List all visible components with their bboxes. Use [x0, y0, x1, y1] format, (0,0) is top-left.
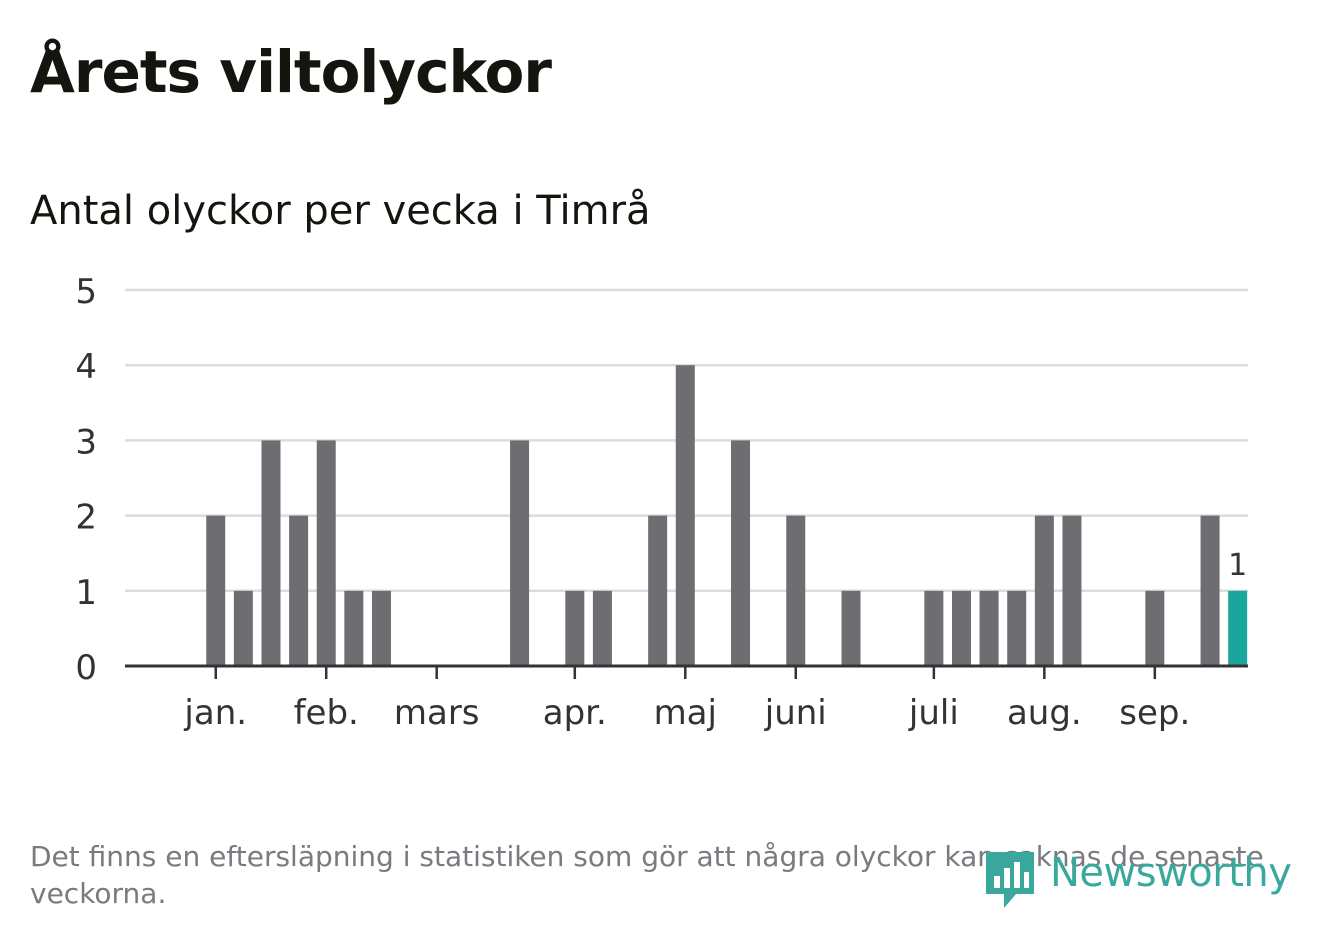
newsworthy-logo: Newsworthy [982, 848, 1302, 912]
y-tick-label: 3 [75, 422, 97, 462]
bar [344, 590, 364, 666]
bar [1200, 515, 1220, 666]
x-tick-label: juli [908, 693, 959, 733]
bar [675, 365, 695, 666]
bar [841, 590, 861, 666]
bar [316, 440, 336, 666]
logo-text: Newsworthy [1050, 850, 1292, 896]
y-tick-label: 1 [75, 573, 97, 613]
bar-chart-bubble-icon [986, 852, 1034, 908]
x-tick-label: apr. [543, 693, 607, 733]
bar [1034, 515, 1054, 666]
page-title: Årets viltolyckor [30, 38, 552, 106]
x-tick-label: maj [654, 693, 717, 733]
bar [206, 515, 226, 666]
x-tick-label: mars [394, 693, 480, 733]
chart-subtitle: Antal olyckor per vecka i Timrå [30, 188, 651, 234]
bar [592, 590, 612, 666]
data-label: 1 [1228, 548, 1247, 583]
bar [648, 515, 668, 666]
bar [1007, 590, 1027, 666]
x-tick-label: feb. [294, 693, 359, 733]
bar [951, 590, 971, 666]
y-tick-label: 2 [75, 498, 97, 538]
bar [731, 440, 751, 666]
bar [565, 590, 585, 666]
bar [1145, 590, 1165, 666]
bar [786, 515, 806, 666]
footnote: Det finns en eftersläpning i statistiken… [30, 840, 1264, 910]
bar [924, 590, 944, 666]
y-tick-label: 0 [75, 648, 97, 688]
bar [510, 440, 530, 666]
x-tick-label: jan. [183, 693, 247, 733]
y-tick-label: 4 [75, 347, 97, 387]
bar [371, 590, 391, 666]
bar [261, 440, 281, 666]
x-tick-label: sep. [1119, 693, 1190, 733]
bar [979, 590, 999, 666]
y-tick-label: 5 [75, 272, 97, 312]
bar-chart: 0 1 2 3 4 5 1 jan. feb. mars apr. maj juni juli aug. se… [75, 272, 1248, 733]
x-tick-label: aug. [1007, 693, 1082, 733]
x-tick-label: juni [764, 693, 827, 733]
bar [289, 515, 309, 666]
bar [1062, 515, 1082, 666]
bar [233, 590, 253, 666]
bar-highlight [1228, 590, 1248, 666]
